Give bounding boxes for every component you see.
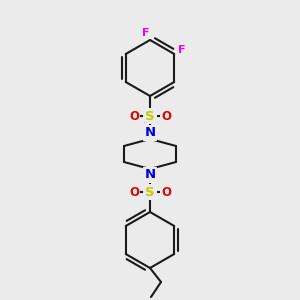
Text: O: O [129, 110, 139, 122]
Text: O: O [161, 185, 171, 199]
Text: F: F [178, 45, 186, 55]
Text: S: S [145, 185, 155, 199]
Text: O: O [161, 110, 171, 122]
Text: N: N [144, 169, 156, 182]
Text: O: O [129, 185, 139, 199]
Text: N: N [144, 127, 156, 140]
Text: F: F [142, 28, 150, 38]
Text: S: S [145, 110, 155, 122]
